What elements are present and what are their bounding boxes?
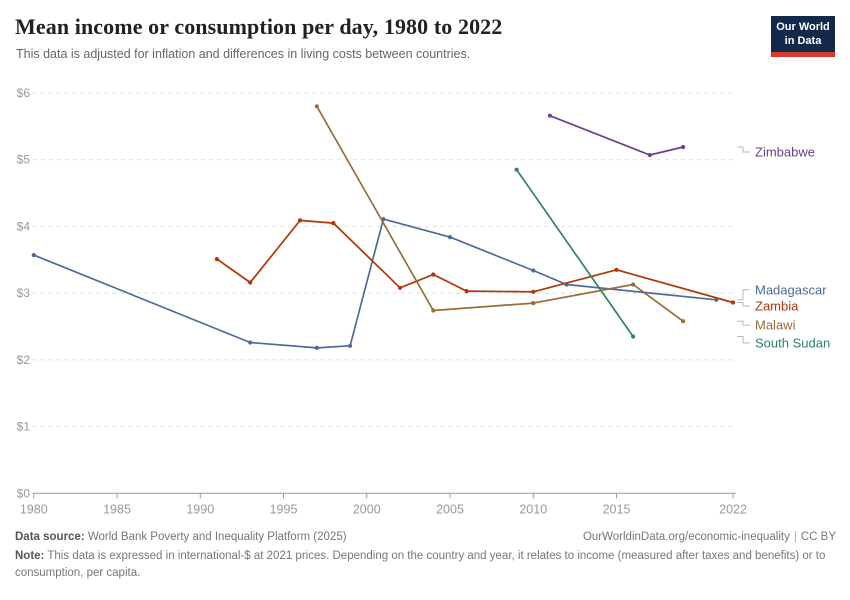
x-tick-label-2015: 2015 <box>603 502 631 516</box>
chart-note: Note: This data is expressed in internat… <box>15 548 836 581</box>
y-tick-label-4: $4 <box>17 219 31 233</box>
x-tick-label-1995: 1995 <box>270 502 298 516</box>
data-point-madagascar-1993[interactable] <box>248 340 253 345</box>
data-point-malawi-2010[interactable] <box>531 301 536 306</box>
data-point-zimbabwe-2011[interactable] <box>547 113 553 118</box>
series-line-zimbabwe[interactable] <box>549 114 684 156</box>
series-line-zambia[interactable] <box>216 219 734 304</box>
owid-logo-line1: Our World <box>776 21 830 33</box>
y-tick-label-5: $5 <box>17 153 31 167</box>
data-source-text: World Bank Poverty and Inequality Platfo… <box>87 531 347 543</box>
data-point-malawi-2004[interactable] <box>431 308 436 313</box>
entity-label-south-sudan[interactable]: South Sudan <box>755 336 830 351</box>
series-line-madagascar[interactable] <box>32 218 718 349</box>
series-line-malawi[interactable] <box>315 105 684 323</box>
data-point-south-sudan-2009[interactable] <box>514 167 519 172</box>
license-badge: CC BY <box>800 531 836 543</box>
chart-header: Mean income or consumption per day, 1980… <box>15 14 835 61</box>
y-tick-label-0: $0 <box>17 486 31 500</box>
label-connector-zambia <box>737 302 750 307</box>
x-tick-label-2010: 2010 <box>519 502 547 516</box>
x-tick-label-1985: 1985 <box>103 502 131 516</box>
data-point-zambia-2002[interactable] <box>397 285 403 290</box>
footer-links: OurWorldinData.org/economic-inequality | C… <box>583 531 836 543</box>
data-point-south-sudan-2016[interactable] <box>631 334 636 339</box>
label-connector-south-sudan <box>737 336 750 344</box>
x-tick-label-1990: 1990 <box>186 502 214 516</box>
data-point-zambia-1998[interactable] <box>331 221 336 226</box>
data-point-zambia-2004[interactable] <box>431 272 436 277</box>
data-point-zambia-2010[interactable] <box>531 289 536 294</box>
x-tick-label-2005: 2005 <box>436 502 464 516</box>
data-point-madagascar-1980[interactable] <box>31 253 36 258</box>
data-point-zambia-2006[interactable] <box>464 289 469 294</box>
entity-label-zambia[interactable]: Zambia <box>755 298 799 313</box>
label-connector-madagascar <box>737 289 750 301</box>
chart-subtitle: This data is adjusted for inflation and … <box>16 47 471 61</box>
page-title: Mean income or consumption per day, 1980… <box>15 14 503 39</box>
y-tick-label-1: $1 <box>17 420 31 434</box>
line-chart: $0 $1 $2 $3 $4 $5 $6 1980 1985 1990 1995 2000 2005 20… <box>0 80 850 530</box>
footer-divider: | <box>793 531 797 543</box>
label-connector-zimbabwe <box>737 146 750 153</box>
owid-logo[interactable]: Our World in Data <box>771 16 835 57</box>
data-point-zimbabwe-2017[interactable] <box>647 152 652 158</box>
data-point-zambia-1996[interactable] <box>298 218 303 223</box>
data-point-malawi-1997[interactable] <box>314 104 319 109</box>
owid-logo-line2: in Data <box>784 35 822 48</box>
data-point-zambia-2015[interactable] <box>614 267 619 272</box>
series-line-south-sudan[interactable] <box>515 168 634 338</box>
data-point-madagascar-2010[interactable] <box>531 268 536 273</box>
entity-label-malawi[interactable]: Malawi <box>755 318 796 333</box>
data-point-zambia-1993[interactable] <box>248 280 253 285</box>
y-tick-label-3: $3 <box>17 286 31 300</box>
data-source: Data source: World Bank Poverty and Ineq… <box>15 531 347 543</box>
data-point-madagascar-1999[interactable] <box>348 343 353 348</box>
entity-label-zimbabwe[interactable]: Zimbabwe <box>755 145 815 160</box>
data-point-zambia-2022[interactable] <box>730 300 736 305</box>
data-point-malawi-2016[interactable] <box>631 282 636 287</box>
label-connector-malawi <box>737 320 750 326</box>
note-label: Note: <box>15 550 45 562</box>
line-chart-canvas: $0 $1 $2 $3 $4 $5 $6 1980 1985 1990 1995 2000 2005 20… <box>17 86 831 516</box>
chart-footer: Data source: World Bank Poverty and Ineq… <box>15 531 836 581</box>
data-point-madagascar-2005[interactable] <box>447 235 453 240</box>
owid-url-link[interactable]: OurWorldinData.org/economic-inequality <box>582 531 790 543</box>
x-tick-label-2022: 2022 <box>719 502 747 516</box>
data-point-madagascar-1997[interactable] <box>314 345 319 350</box>
y-tick-label-6: $6 <box>17 86 31 100</box>
data-source-label: Data source: <box>15 531 85 543</box>
note-text: This data is expressed in international-… <box>15 550 826 579</box>
x-tick-label-1980: 1980 <box>20 502 48 516</box>
data-point-zambia-1991[interactable] <box>214 257 219 262</box>
y-tick-label-2: $2 <box>17 353 31 367</box>
data-point-malawi-2019[interactable] <box>681 319 686 324</box>
x-tick-label-2000: 2000 <box>353 502 381 516</box>
entity-label-madagascar[interactable]: Madagascar <box>755 282 827 297</box>
data-point-zimbabwe-2019[interactable] <box>681 144 686 150</box>
